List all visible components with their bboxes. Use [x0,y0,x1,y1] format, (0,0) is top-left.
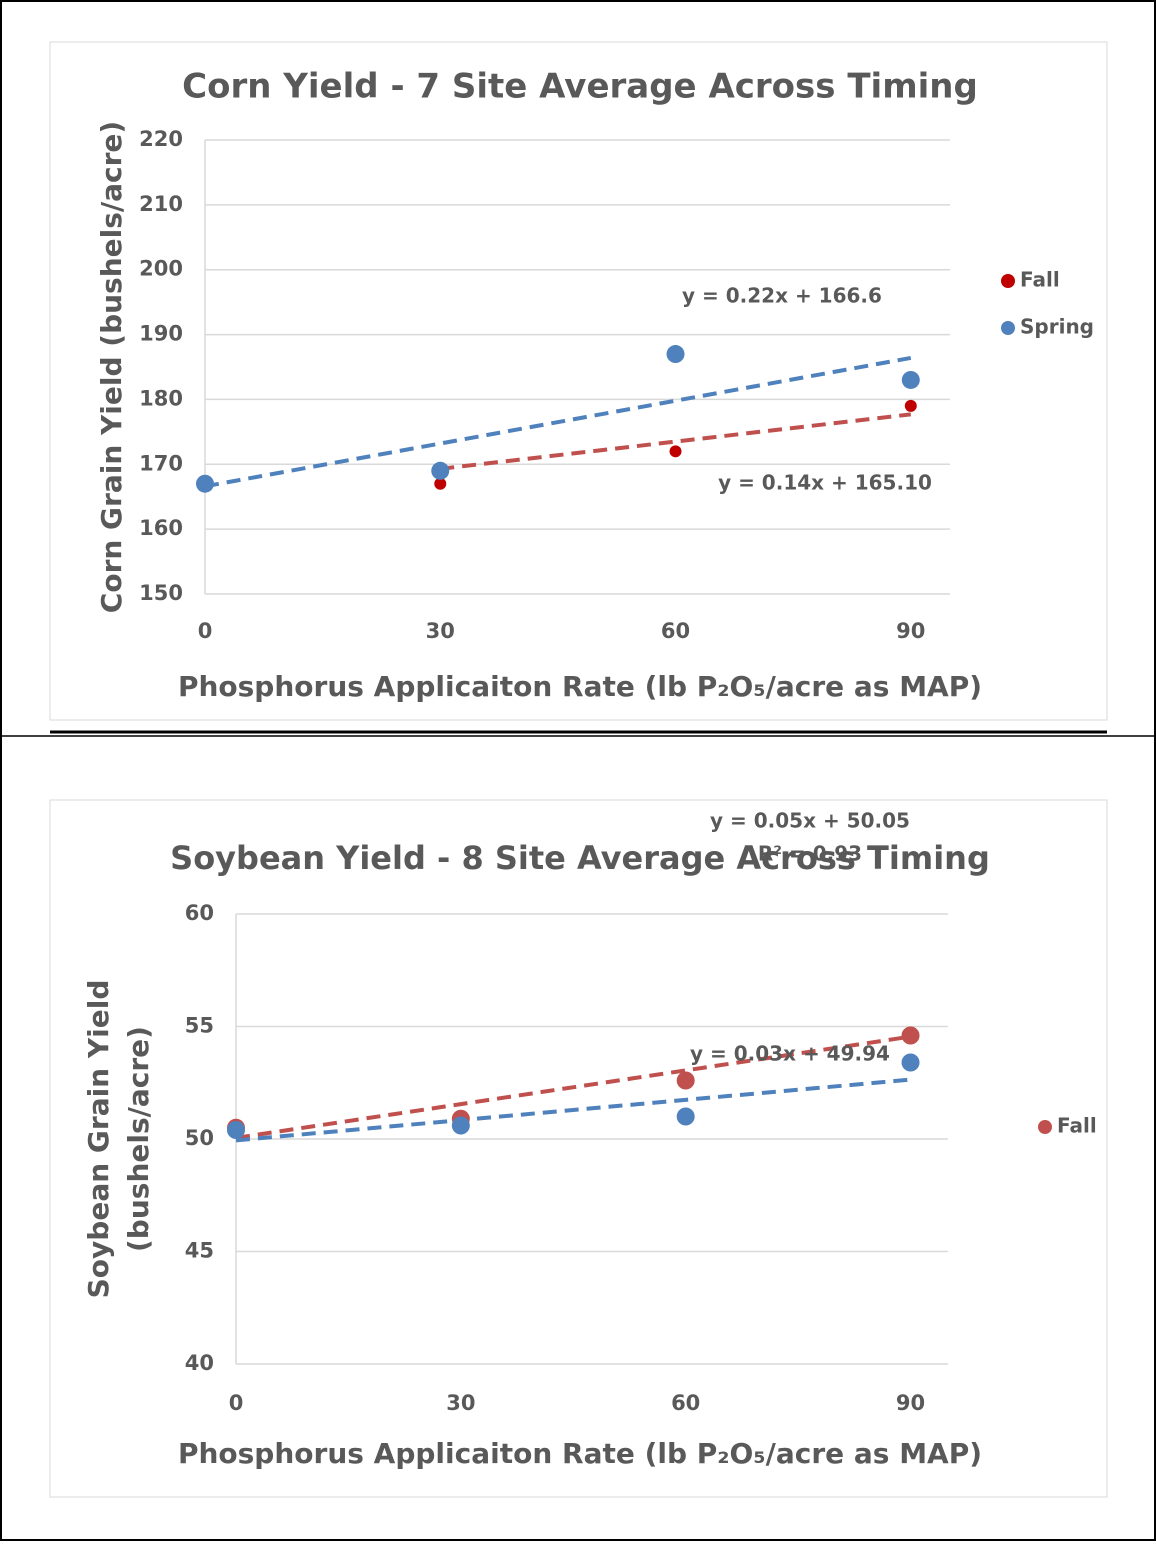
data-point [904,399,917,412]
y-tick-label: 150 [139,581,183,605]
legend-marker [1038,1120,1052,1134]
data-point [901,1026,920,1045]
x-tick-label: 0 [198,619,213,643]
y-tick-label: 55 [185,1014,214,1038]
trendline [235,1077,911,1143]
trendline [440,412,912,471]
y-tick-label: 160 [139,516,183,540]
y-tick-label: 170 [139,451,183,475]
trendline-r2: R² = 0.93 [758,842,862,866]
x-tick-label: 60 [671,1391,700,1415]
x-tick-label: 30 [446,1391,475,1415]
x-tick-label: 0 [229,1391,244,1415]
chart-title: Corn Yield - 7 Site Average Across Timin… [182,67,978,107]
chart-frame [49,41,1108,721]
y-tick-label: 220 [139,127,183,151]
legend-label: Fall [1020,268,1060,292]
data-point [434,477,447,490]
trendline-equation: y = 0.14x + 165.10 [718,471,932,495]
y-axis-label: (bushels/acre) [122,1026,155,1252]
y-tick-label: 40 [185,1351,214,1375]
y-tick-label: 200 [139,257,183,281]
x-tick-label: 60 [661,619,690,643]
y-axis-label: Soybean Grain Yield [82,980,115,1299]
y-tick-label: 60 [185,901,214,925]
y-tick-label: 45 [185,1239,214,1263]
trendline-equation: y = 0.22x + 166.6 [682,284,882,308]
y-tick-label: 50 [185,1126,214,1150]
x-tick-label: 90 [896,619,925,643]
data-point [196,474,214,493]
x-tick-label: 30 [426,619,455,643]
y-tick-label: 180 [139,386,183,410]
chart-title: Soybean Yield - 8 Site Average Across Ti… [170,839,990,877]
trendline-equation: y = 0.05x + 50.05 [710,809,910,833]
x-axis-label: Phosphorus Applicaiton Rate (lb P₂O₅/acr… [178,670,982,703]
legend-label: Spring [1020,315,1094,339]
data-point [431,461,450,480]
y-tick-label: 190 [139,322,183,346]
data-point [451,1116,470,1135]
y-axis-label: Corn Grain Yield (bushels/acre) [95,121,128,613]
x-axis-label: Phosphorus Applicaiton Rate (lb P₂O₅/acr… [178,1437,982,1470]
data-point [669,445,682,458]
legend-marker [1001,321,1015,335]
chart-frame [49,799,1108,1498]
data-point [666,345,685,364]
y-tick-label: 210 [139,192,183,216]
legend-label: Fall [1057,1114,1097,1138]
trendline [235,1034,911,1140]
trendline-equation: y = 0.03x + 49.94 [690,1042,890,1066]
data-point [901,1053,920,1072]
data-point [227,1121,245,1139]
data-point [676,1071,695,1090]
data-point [676,1107,695,1126]
trendline [204,355,912,489]
x-tick-label: 90 [896,1391,925,1415]
data-point [901,370,920,389]
legend-marker [1001,274,1015,288]
